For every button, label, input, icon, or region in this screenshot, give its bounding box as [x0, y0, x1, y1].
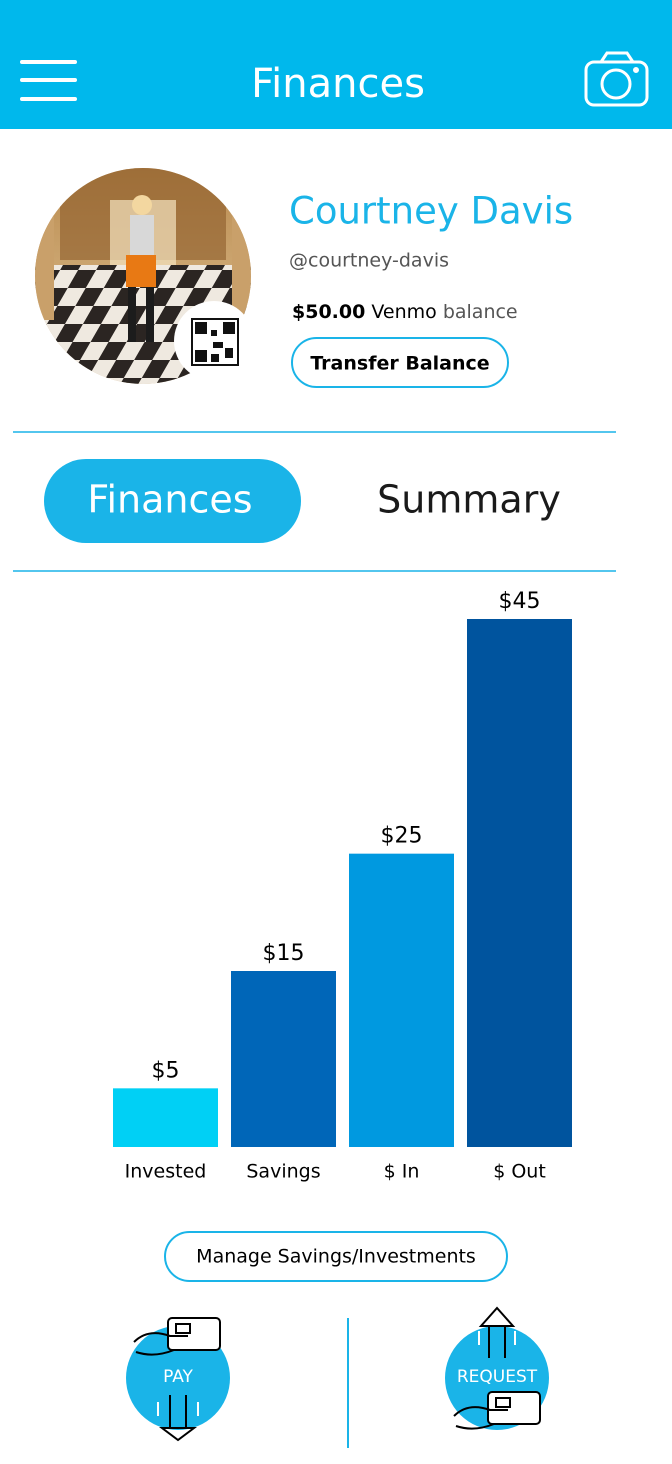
- request-button[interactable]: REQUEST: [445, 1306, 549, 1430]
- x-tick-label: Savings: [246, 1161, 320, 1183]
- bar-chart: $5 Invested $15 Savings $25 $ In $45 $ Out: [113, 589, 572, 1183]
- pay-button[interactable]: PAY: [126, 1317, 230, 1442]
- value-label: $5: [152, 1058, 180, 1083]
- tab-label: Finances: [87, 478, 252, 522]
- value-label: $15: [263, 941, 305, 966]
- bar: [467, 619, 572, 1147]
- qr-badge[interactable]: [174, 301, 254, 381]
- menu-button[interactable]: [20, 60, 77, 101]
- balance-line: $50.00 Venmo balance: [292, 301, 518, 323]
- camera-button[interactable]: [584, 51, 649, 107]
- manage-label: Manage Savings/Investments: [196, 1246, 476, 1268]
- x-tick-label: Invested: [125, 1161, 207, 1183]
- x-tick-label: $ In: [384, 1161, 420, 1183]
- manage-button[interactable]: Manage Savings/Investments: [164, 1231, 508, 1282]
- profile-name: Courtney Davis: [289, 190, 573, 233]
- bar: [231, 971, 336, 1147]
- pay-label: PAY: [163, 1367, 193, 1387]
- balance-amount: $50.00: [292, 301, 365, 323]
- balance-word: balance: [443, 301, 518, 323]
- request-label: REQUEST: [457, 1367, 538, 1387]
- bar: [113, 1088, 218, 1147]
- bar: [349, 853, 454, 1147]
- balance-service: Venmo: [371, 301, 436, 323]
- x-tick-label: $ Out: [493, 1161, 546, 1183]
- transfer-button[interactable]: Transfer Balance: [291, 337, 509, 388]
- header-bar: [0, 0, 672, 129]
- tab-label: Summary: [377, 478, 561, 522]
- header-title: Finances: [251, 61, 425, 107]
- transfer-label: Transfer Balance: [310, 353, 489, 375]
- tab-finances[interactable]: Finances: [44, 459, 301, 543]
- tab-summary[interactable]: Summary: [377, 478, 561, 522]
- profile-handle: @courtney-davis: [289, 250, 449, 272]
- value-label: $25: [381, 824, 423, 849]
- value-label: $45: [499, 589, 541, 614]
